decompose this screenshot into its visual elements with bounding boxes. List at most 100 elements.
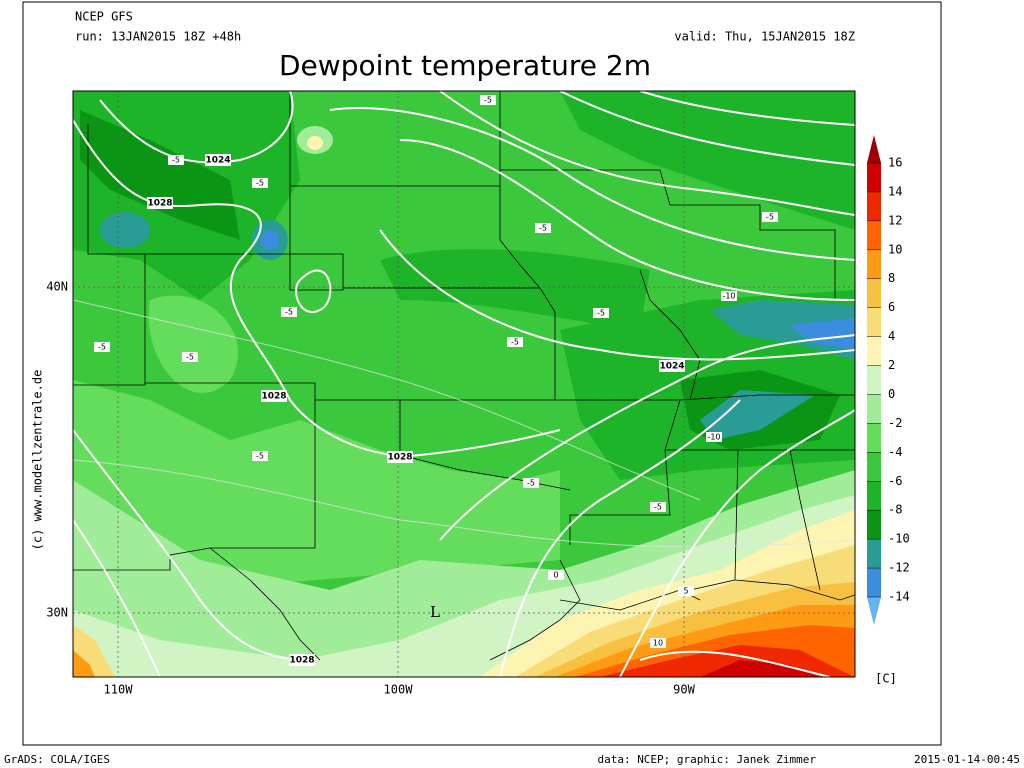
label-bg <box>252 178 268 188</box>
label-bg <box>535 223 551 233</box>
label-bg <box>147 197 173 209</box>
dewpoint-label: -5 <box>256 452 264 461</box>
field <box>73 650 95 677</box>
model-name: NCEP GFS <box>75 10 133 24</box>
isobar-label: 1028 <box>289 656 314 666</box>
isobar-label: 1024 <box>659 362 684 372</box>
dewpoint-label: 5 <box>683 587 688 596</box>
lat-label: 40N <box>46 280 68 294</box>
colorbar-band <box>867 191 881 221</box>
colorbar-label: 2 <box>888 358 895 372</box>
dewpoint-label: -5 <box>511 338 519 347</box>
dewpoint-label: 10 <box>653 639 663 648</box>
colorbar-label: -8 <box>888 503 902 517</box>
colorbar-band <box>867 220 881 250</box>
dewpoint-label: -10 <box>707 433 720 442</box>
colorbar-label: 0 <box>888 387 895 401</box>
field <box>100 212 150 248</box>
field <box>380 249 650 330</box>
dewpoint-label: 0 <box>553 571 558 580</box>
colorbar-band <box>867 452 881 482</box>
label-bg <box>678 586 694 596</box>
field <box>790 318 855 350</box>
title: Dewpoint temperature 2m <box>279 49 651 82</box>
lon-label: 90W <box>673 683 695 697</box>
lon-label: 100W <box>384 683 414 697</box>
dewpoint-label: -5 <box>172 156 180 165</box>
label-bg <box>706 432 722 442</box>
label-bg <box>762 212 778 222</box>
colorbar-label: 8 <box>888 271 895 285</box>
field <box>560 91 855 230</box>
colorbar-label: 10 <box>888 242 902 256</box>
isobar-label: 1024 <box>205 156 230 166</box>
valid-info: valid: Thu, 15JAN2015 18Z <box>674 30 855 44</box>
label-bg <box>523 478 539 488</box>
run-info: run: 13JAN2015 18Z +48h <box>75 30 241 44</box>
label-bg <box>721 291 737 301</box>
label-bg <box>593 308 609 318</box>
dewpoint-label: -5 <box>766 213 774 222</box>
colorbar-band <box>867 394 881 424</box>
colorbar-band <box>867 510 881 540</box>
colorbar-band <box>867 307 881 337</box>
map-frame <box>72 90 856 678</box>
colorbar-label: -12 <box>888 561 910 575</box>
label-bg <box>252 451 268 461</box>
label-bg <box>480 95 496 105</box>
label-bg <box>548 570 564 580</box>
label-bg <box>205 154 231 166</box>
contour-labels: 1024 1028 1028 1028 1024 1028 -5 -5 -5 -5 -5 -5 -5 -5… <box>94 95 778 666</box>
colorbar-unit: [C] <box>875 672 897 686</box>
lon-label: 110W <box>104 683 134 697</box>
label-bg <box>650 638 666 648</box>
field <box>80 110 240 240</box>
label-bg <box>289 654 315 666</box>
dewpoint-label: -5 <box>484 96 492 105</box>
field <box>148 295 239 393</box>
label-bg <box>261 390 287 402</box>
borders <box>73 91 855 661</box>
label-bg <box>168 155 184 165</box>
colorbar-label: -14 <box>888 590 910 604</box>
dewpoint-label: -5 <box>597 309 605 318</box>
dewpoint-label: -10 <box>722 292 735 301</box>
field <box>710 300 855 360</box>
dewpoint-label: -5 <box>654 503 662 512</box>
colorbar-label: 16 <box>888 156 902 170</box>
field <box>700 660 820 677</box>
footer-left: GrADS: COLA/IGES <box>4 753 110 766</box>
colorbar-arrow <box>867 597 881 625</box>
footer-right: 2015-01-14-00:45 <box>914 753 1020 766</box>
dewpoint-label: -5 <box>98 343 106 352</box>
field <box>307 136 323 150</box>
label-bg <box>507 337 523 347</box>
colorbar-band <box>867 481 881 511</box>
colorbar-label: 12 <box>888 213 902 227</box>
dewpoint-label: -5 <box>539 224 547 233</box>
footer-center: data: NCEP; graphic: Janek Zimmer <box>597 753 816 766</box>
colorbar-band <box>867 568 881 597</box>
dewpoint-label: -5 <box>186 353 194 362</box>
colorbar-label: -4 <box>888 445 902 459</box>
colorbar-label: 4 <box>888 329 895 343</box>
colorbar-band <box>867 249 881 279</box>
colorbar-band <box>867 163 881 192</box>
isobars <box>73 91 855 677</box>
isobar-label: 1028 <box>147 199 172 209</box>
field <box>261 230 279 250</box>
low-label: L <box>430 603 440 621</box>
label-bg <box>94 342 110 352</box>
colorbar-band <box>867 539 881 569</box>
label-bg <box>182 352 198 362</box>
credit: (c) www.modellzentrale.de <box>31 370 45 551</box>
colorbar-band <box>867 365 881 395</box>
colorbar-label: -10 <box>888 532 910 546</box>
dewpoint-label: -5 <box>527 479 535 488</box>
field <box>73 380 560 600</box>
colorbar-label: -6 <box>888 474 902 488</box>
colorbar-label: 6 <box>888 300 895 314</box>
label-bg <box>281 307 297 317</box>
